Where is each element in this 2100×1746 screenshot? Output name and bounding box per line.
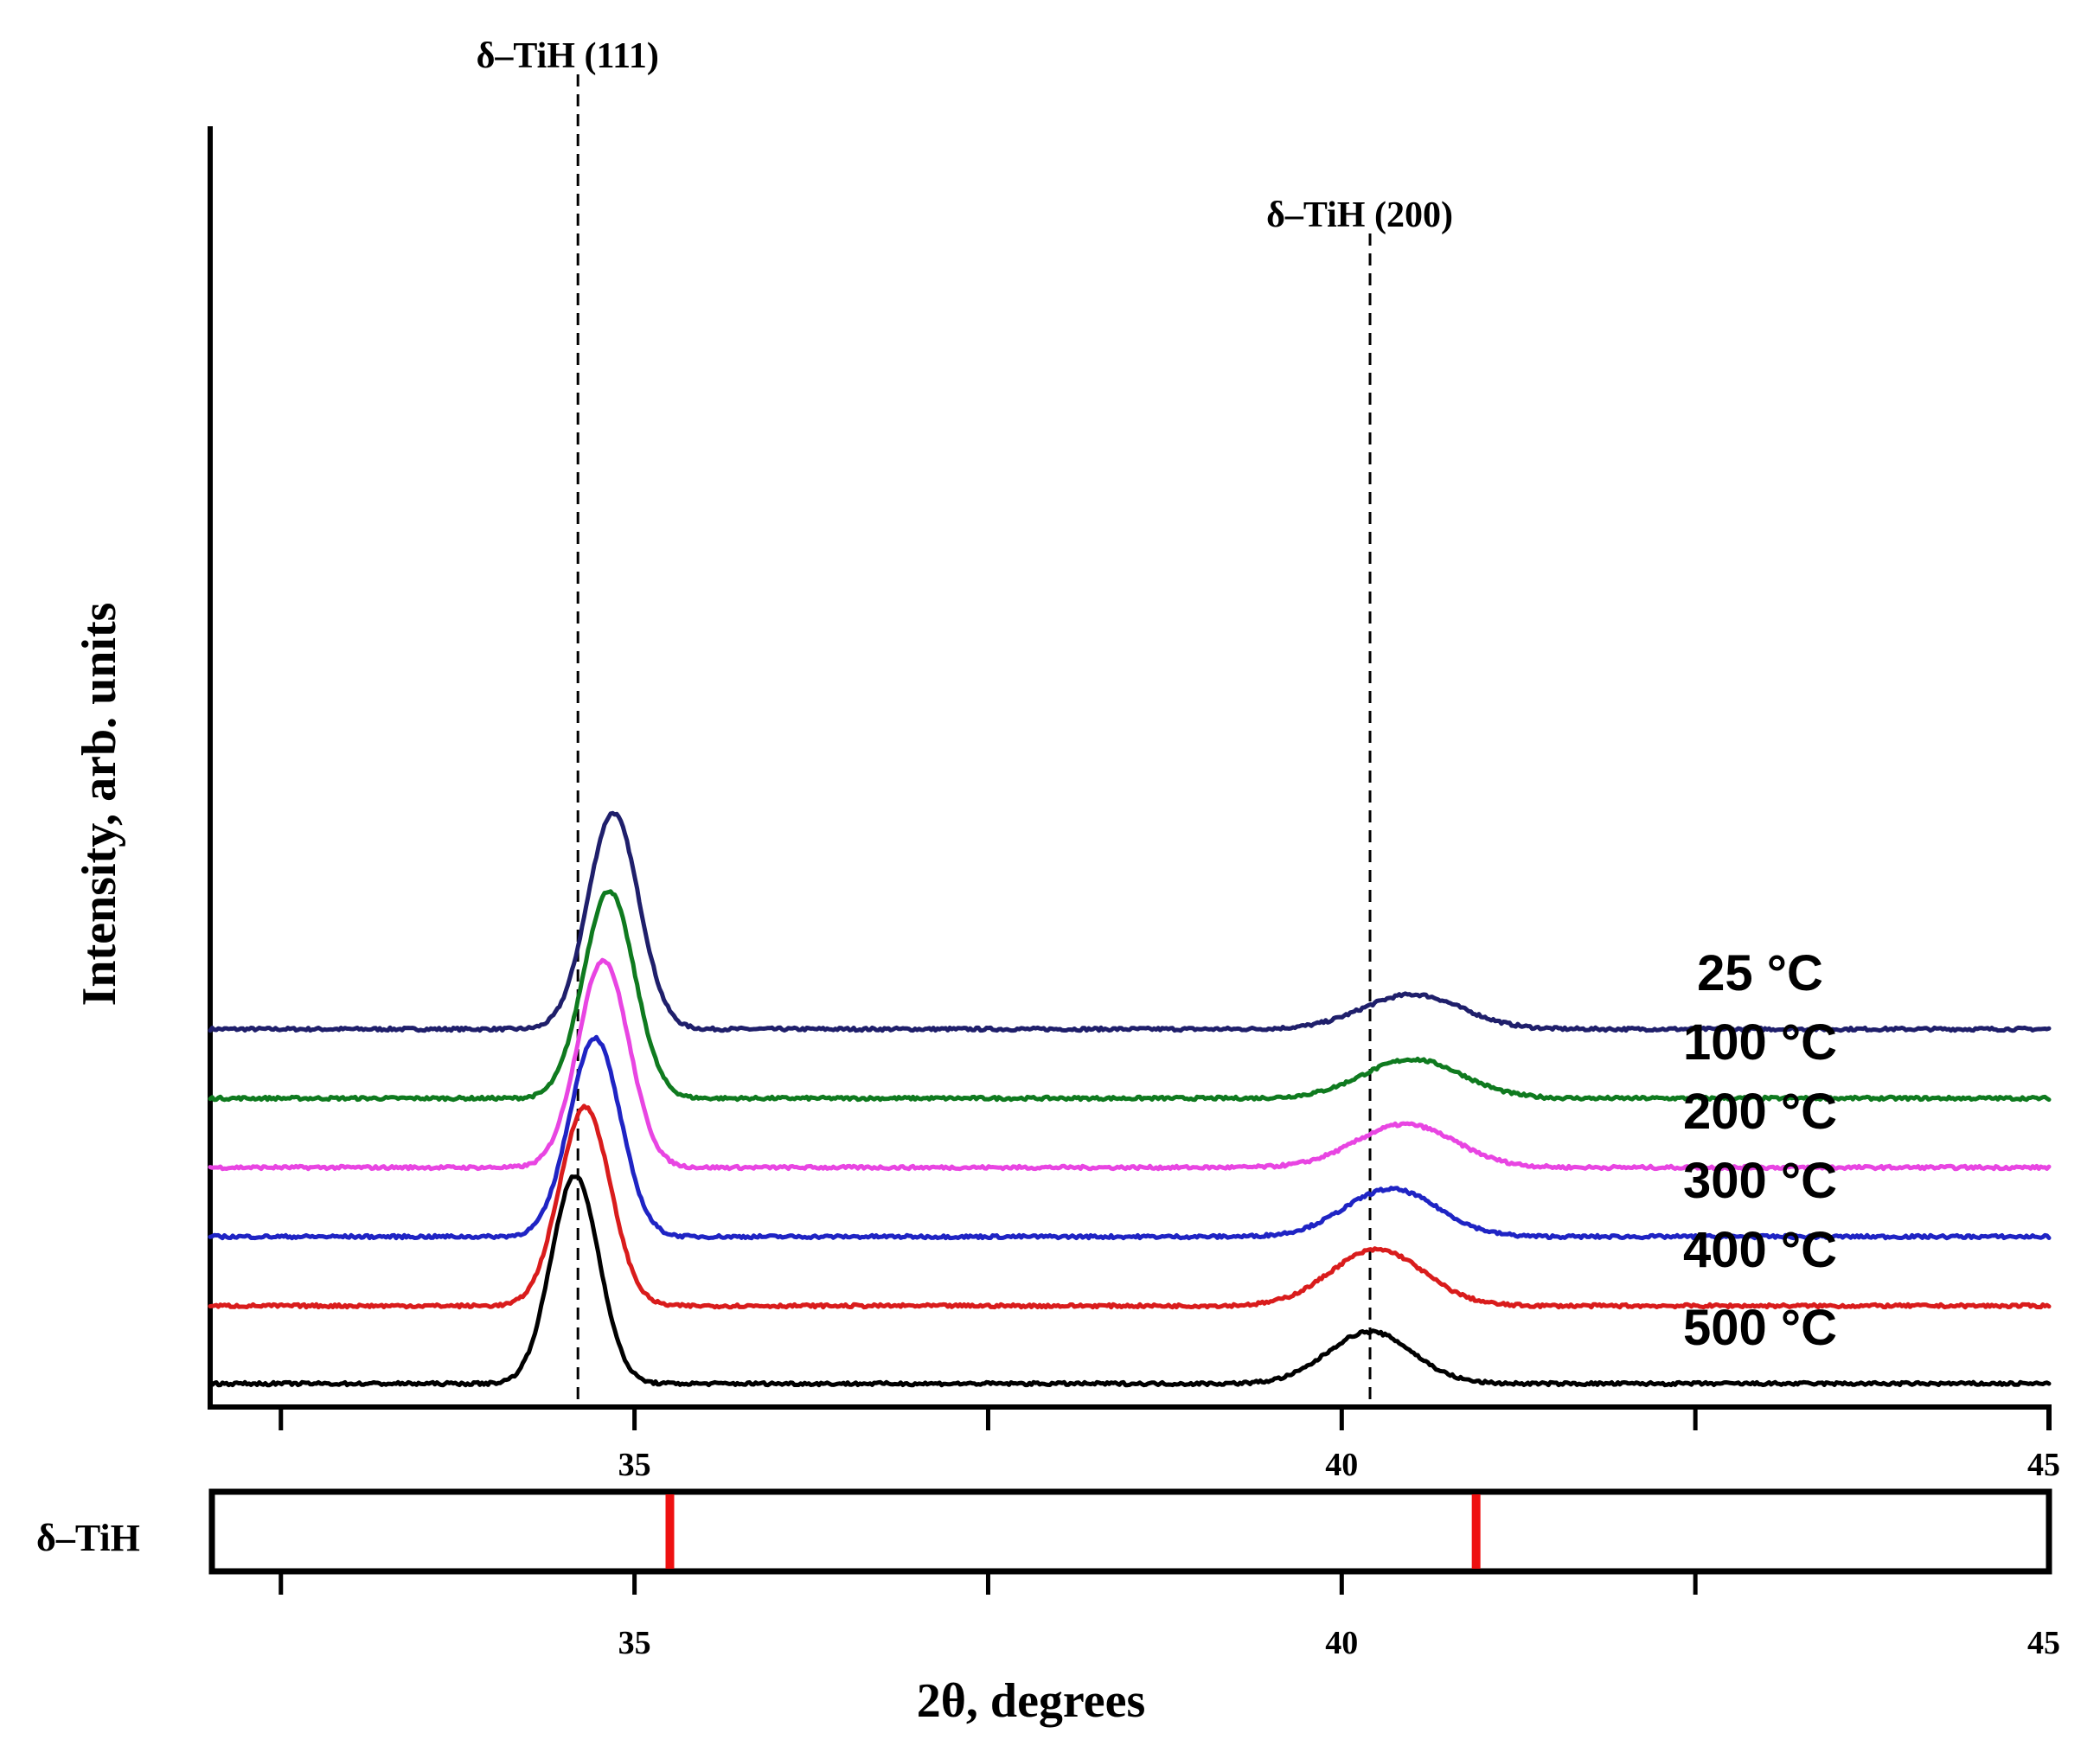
- main-x-ticks: 35 40 45: [279, 1410, 2060, 1483]
- trace-500c: [208, 1174, 2052, 1388]
- reference-pattern-bars: [665, 1494, 1481, 1569]
- reference-lines: δ–TiH (111) δ–TiH (200): [477, 36, 1453, 1399]
- trace-400c: [208, 1103, 2052, 1310]
- series-label-300c: 300 °C: [1683, 1153, 1837, 1209]
- x-axis-label: 2θ, degrees: [917, 1674, 1146, 1728]
- trace-300c: [208, 1034, 2052, 1241]
- series-label-25c: 25 °C: [1697, 945, 1823, 1001]
- series-label-500c: 500 °C: [1683, 1300, 1837, 1356]
- trace-25c: [208, 810, 2052, 1033]
- reference-line-label-2: δ–TiH (200): [1266, 195, 1453, 235]
- main-tick-label-2: 45: [2027, 1447, 2060, 1483]
- series-label-400c: 400 °C: [1683, 1222, 1837, 1278]
- panel-x-ticks: 35 40 45: [279, 1574, 2060, 1661]
- reference-panel: [208, 1488, 2052, 1575]
- series-label-200c: 200 °C: [1683, 1084, 1837, 1140]
- y-axis-label: Intensity, arb. units: [73, 603, 126, 1007]
- xrd-traces: 25 °C 100 °C 200 °C 300 °C 400 °C 500 °C: [208, 810, 2052, 1388]
- series-label-100c: 100 °C: [1683, 1014, 1837, 1071]
- trace-200c: [208, 957, 2052, 1172]
- main-tick-label-1: 40: [1325, 1447, 1358, 1483]
- trace-100c: [208, 889, 2052, 1103]
- panel-tick-label-2: 45: [2027, 1625, 2060, 1661]
- panel-tick-label-1: 40: [1325, 1625, 1358, 1661]
- reference-line-label-1: δ–TiH (111): [477, 36, 659, 76]
- panel-tick-label-0: 35: [618, 1625, 651, 1661]
- reference-panel-label: δ–TiH: [36, 1517, 140, 1559]
- main-tick-label-0: 35: [618, 1447, 651, 1483]
